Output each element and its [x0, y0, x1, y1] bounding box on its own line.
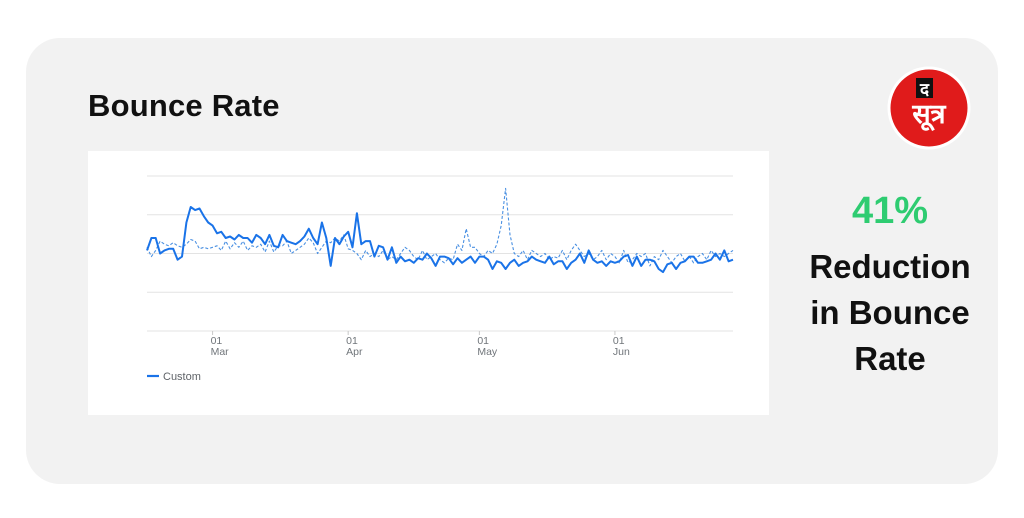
chart-legend: Custom	[147, 371, 201, 383]
x-tick-month-0: Mar	[211, 346, 230, 358]
stat-label: Reduction in Bounce Rate	[790, 244, 990, 382]
x-tick-day-0: 01	[211, 335, 223, 347]
chart-grid	[147, 175, 733, 332]
x-tick-day-2: 01	[477, 335, 489, 347]
brand-logo: द सूत्र	[887, 66, 971, 150]
chart-panel: 01 Mar 01 Apr 01 May 01 Jun Custom	[88, 151, 769, 415]
legend-label-custom: Custom	[163, 371, 201, 383]
stat-value: 41%	[851, 190, 929, 232]
page-title: Bounce Rate	[88, 88, 280, 123]
x-tick-month-3: Jun	[613, 346, 630, 358]
series-line-custom	[146, 206, 734, 274]
x-tick-month-1: Apr	[346, 346, 363, 358]
logo-dark-block	[916, 78, 933, 98]
logo-circle	[887, 66, 971, 150]
x-tick-month-2: May	[477, 346, 498, 358]
logo-text-main: सूत्र	[911, 99, 946, 132]
series-line-comparison	[146, 187, 734, 267]
logo-text-top: द	[919, 80, 930, 100]
stat-label-line-2: in Bounce	[810, 294, 970, 331]
chart-series-layer	[146, 187, 734, 274]
stat-label-line-3: Rate	[854, 340, 926, 377]
stat-label-line-1: Reduction	[809, 248, 971, 285]
x-tick-day-1: 01	[346, 335, 358, 347]
x-tick-day-3: 01	[613, 335, 625, 347]
